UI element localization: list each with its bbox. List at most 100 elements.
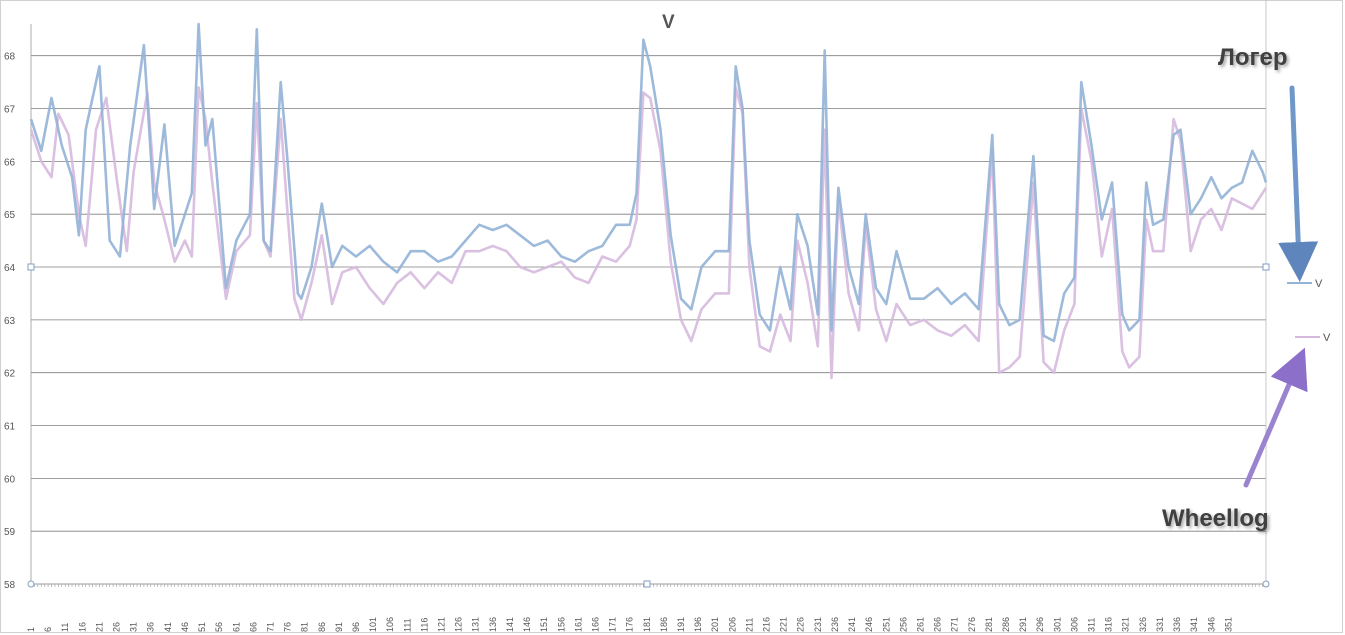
x-tick-label: 241	[847, 617, 857, 632]
x-tick-label: 206	[727, 617, 737, 632]
x-tick-label: 131	[471, 617, 481, 632]
x-tick-label: 76	[283, 622, 293, 632]
series-line-1	[29, 22, 1268, 343]
x-tick-label: 121	[437, 617, 447, 632]
x-tick-label: 166	[590, 617, 600, 632]
x-tick-label: 301	[1052, 617, 1062, 632]
x-tick-label: 61	[231, 622, 241, 632]
x-tick-label: 256	[898, 617, 908, 632]
plot-handle-corner-bl[interactable]	[27, 580, 35, 588]
x-tick-label: 306	[1069, 617, 1079, 632]
x-tick-label: 116	[419, 618, 429, 632]
x-tick-label: 176	[625, 617, 635, 632]
x-tick-label: 251	[881, 617, 891, 632]
x-tick-label: 141	[505, 617, 515, 632]
x-tick-label: 296	[1035, 617, 1045, 632]
x-tick-label: 6	[43, 627, 53, 632]
x-tick-label: 351	[1223, 617, 1233, 632]
x-tick-label: 321	[1121, 617, 1131, 632]
x-tick-label: 26	[112, 622, 122, 632]
plot-handle-corner-br[interactable]	[1262, 580, 1270, 588]
x-tick-label: 276	[967, 617, 977, 632]
x-tick-label: 316	[1104, 617, 1114, 632]
chart-title: V	[662, 12, 675, 33]
x-tick-label: 341	[1189, 617, 1199, 632]
x-tick-label: 146	[522, 617, 532, 632]
x-tick-label: 151	[539, 617, 549, 632]
x-tick-label: 281	[984, 617, 994, 632]
x-tick-label: 326	[1138, 617, 1148, 632]
legend-label-series-1: V	[1315, 278, 1323, 290]
x-tick-label: 11	[60, 623, 70, 632]
x-tick-label: 336	[1172, 617, 1182, 632]
x-tick-label: 226	[796, 617, 806, 632]
x-tick-label: 216	[762, 617, 772, 632]
x-tick-label: 236	[830, 617, 840, 632]
x-tick-label: 51	[197, 622, 207, 632]
y-axis: 58 59 60 61 62 63 64 65 66 67 68	[4, 52, 16, 591]
y-tick-label: 63	[4, 316, 16, 327]
x-tick-label: 71	[265, 622, 275, 632]
x-tick-label: 181	[642, 617, 652, 632]
x-tick-label: 291	[1018, 617, 1028, 632]
x-tick-label: 111	[402, 618, 412, 632]
annotation-loger: Логер	[1218, 44, 1288, 71]
plot-handle-bottom[interactable]	[643, 580, 651, 588]
x-tick-label: 106	[385, 617, 395, 632]
x-tick-label: 91	[334, 622, 344, 632]
x-tick-label: 211	[744, 618, 754, 632]
x-tick-label: 346	[1206, 617, 1216, 632]
x-tick-label: 66	[248, 622, 258, 632]
x-tick-label: 261	[915, 617, 925, 632]
x-tick-label: 136	[488, 617, 498, 632]
x-tick-label: 31	[129, 622, 139, 632]
x-tick-label: 246	[864, 617, 874, 632]
x-tick-label: 286	[1001, 617, 1011, 632]
x-tick-label: 126	[454, 617, 464, 632]
x-tick-label: 221	[779, 617, 789, 632]
x-tick-label: 56	[214, 622, 224, 632]
y-tick-label: 68	[4, 52, 16, 63]
y-tick-label: 65	[4, 210, 16, 221]
x-tick-label: 231	[813, 617, 823, 632]
x-tick-label: 201	[710, 617, 720, 632]
x-tick-label: 96	[351, 622, 361, 632]
x-tick-label: 36	[146, 622, 156, 632]
plot-handle-right[interactable]	[1262, 263, 1270, 271]
y-tick-label: 58	[4, 580, 16, 591]
y-tick-label: 62	[4, 369, 16, 380]
y-tick-label: 59	[4, 527, 16, 538]
y-tick-label: 64	[4, 263, 16, 274]
x-tick-label: 196	[693, 617, 703, 632]
x-tick-label: 331	[1155, 617, 1165, 632]
y-tick-label: 61	[4, 422, 16, 433]
y-tick-label: 60	[4, 474, 16, 485]
x-tick-label: 81	[300, 622, 310, 632]
x-tick-label: 271	[950, 617, 960, 632]
x-tick-label: 161	[573, 617, 583, 632]
y-tick-label: 66	[4, 157, 16, 168]
x-axis: 1 6 11 16 21 26 31 36 41 46 51 56 61 66 71 76 81 86 91 96 10…	[26, 583, 1267, 632]
legend: V V	[1287, 278, 1331, 344]
x-tick-label: 86	[317, 622, 327, 632]
legend-label-series-2: V	[1323, 332, 1331, 344]
x-tick-label: 311	[1087, 618, 1097, 632]
x-tick-label: 46	[180, 622, 190, 632]
x-tick-label: 16	[77, 622, 87, 632]
x-tick-label: 191	[676, 617, 686, 632]
arrow-wheellog	[1243, 347, 1308, 488]
x-tick-label: 1	[26, 627, 36, 632]
plot-handle-left[interactable]	[27, 263, 35, 271]
arrow-loger	[1278, 85, 1319, 282]
annotation-wheellog: Wheellog	[1162, 505, 1269, 532]
x-tick-label: 156	[556, 617, 566, 632]
x-tick-label: 101	[368, 617, 378, 632]
x-tick-label: 266	[933, 617, 943, 632]
x-tick-label: 41	[163, 622, 173, 632]
x-tick-label: 171	[608, 617, 618, 632]
y-tick-label: 67	[4, 105, 16, 116]
x-tick-label: 186	[659, 617, 669, 632]
series-lines	[29, 22, 1268, 380]
